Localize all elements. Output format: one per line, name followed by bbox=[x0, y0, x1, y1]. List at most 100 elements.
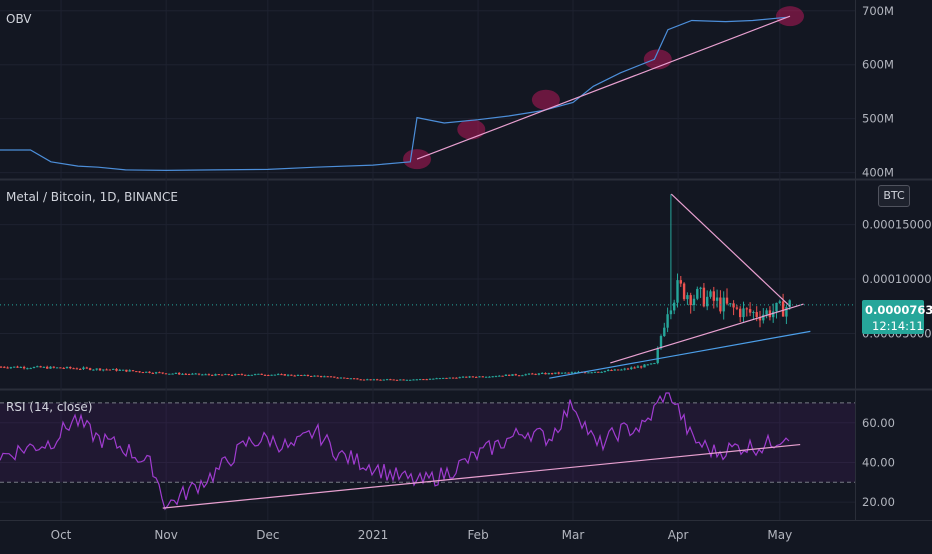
candle-body bbox=[356, 378, 359, 380]
candle-body bbox=[154, 372, 158, 374]
price-candle bbox=[554, 372, 557, 375]
candle-body bbox=[613, 369, 616, 371]
candle-body bbox=[267, 375, 270, 377]
candle-body bbox=[125, 369, 128, 372]
price-candle bbox=[517, 375, 521, 377]
price-candle bbox=[72, 367, 75, 370]
candle-body bbox=[511, 374, 514, 376]
candle-body bbox=[102, 369, 105, 371]
price-candle bbox=[187, 373, 191, 376]
price-candle bbox=[211, 374, 214, 376]
price-candle bbox=[138, 371, 141, 373]
candle-body bbox=[82, 367, 85, 370]
price-candle bbox=[620, 368, 623, 371]
candle-body bbox=[600, 371, 603, 373]
price-candle bbox=[498, 375, 501, 377]
candle-body bbox=[725, 297, 729, 304]
price-candle bbox=[359, 379, 362, 381]
price-candle bbox=[646, 364, 649, 366]
x-tick-label: Nov bbox=[154, 528, 177, 542]
price-candle bbox=[666, 307, 669, 333]
candle-body bbox=[666, 314, 669, 328]
candle-body bbox=[6, 367, 9, 369]
price-candle bbox=[105, 368, 108, 371]
price-candle bbox=[329, 376, 333, 378]
candle-body bbox=[742, 308, 745, 318]
price-candle bbox=[46, 365, 49, 369]
candle-body bbox=[178, 372, 181, 375]
price-candle bbox=[29, 367, 32, 370]
candle-body bbox=[451, 377, 455, 379]
price-candle bbox=[428, 378, 432, 380]
candle-body bbox=[296, 374, 300, 376]
price-candle bbox=[6, 366, 9, 369]
candle-body bbox=[310, 376, 313, 378]
candle-body bbox=[689, 295, 692, 306]
price-candle bbox=[613, 368, 616, 371]
price-candle bbox=[293, 374, 296, 377]
y-tick-label: 500M bbox=[862, 112, 894, 126]
candle-body bbox=[214, 374, 217, 376]
candle-body bbox=[376, 379, 379, 381]
candle-body bbox=[138, 371, 141, 373]
price-candle bbox=[626, 367, 630, 370]
candle-body bbox=[240, 374, 244, 376]
candle-body bbox=[270, 374, 273, 376]
candle-body bbox=[537, 373, 541, 375]
candle-body bbox=[158, 372, 161, 374]
candle-body bbox=[745, 308, 748, 310]
candle-body bbox=[385, 379, 389, 381]
price-candle bbox=[181, 373, 184, 375]
candle-body bbox=[174, 372, 178, 374]
candle-body bbox=[442, 377, 445, 379]
candle-body bbox=[514, 374, 517, 376]
price-candle bbox=[402, 379, 405, 381]
candle-body bbox=[108, 369, 112, 371]
price-candle bbox=[267, 374, 270, 377]
candle-body bbox=[673, 302, 676, 311]
candle-body bbox=[659, 336, 663, 349]
obv-trend-line bbox=[416, 15, 791, 160]
candle-body bbox=[475, 376, 478, 378]
y-tick-label: 0.00010000 bbox=[862, 272, 932, 286]
candle-body bbox=[250, 374, 253, 376]
price-candle bbox=[178, 372, 181, 375]
candle-body bbox=[669, 310, 673, 315]
candle-body bbox=[290, 374, 293, 376]
currency-badge[interactable]: BTC bbox=[878, 185, 910, 207]
candle-body bbox=[428, 378, 432, 380]
price-candle bbox=[343, 377, 346, 379]
price-candle bbox=[310, 375, 313, 378]
candle-body bbox=[521, 375, 524, 377]
price-candle bbox=[250, 374, 253, 376]
candle-body bbox=[16, 366, 19, 368]
price-candle bbox=[270, 374, 273, 376]
candle-body bbox=[349, 378, 352, 380]
bar-countdown: 12:14:11 bbox=[872, 319, 924, 333]
price-candle bbox=[356, 378, 359, 380]
candle-body bbox=[445, 377, 448, 379]
price-candle bbox=[9, 366, 13, 369]
candle-body bbox=[389, 379, 392, 381]
price-candle bbox=[280, 373, 283, 376]
candle-body bbox=[112, 368, 115, 370]
price-candle bbox=[16, 365, 19, 368]
price-candle bbox=[607, 368, 610, 372]
candle-body bbox=[98, 368, 102, 371]
price-candle bbox=[336, 376, 339, 379]
price-candle bbox=[471, 376, 475, 378]
price-candle bbox=[217, 373, 220, 376]
price-candle bbox=[369, 379, 372, 381]
candle-body bbox=[649, 363, 653, 365]
price-candle bbox=[610, 369, 613, 372]
price-candle bbox=[702, 283, 706, 308]
price-candle bbox=[244, 374, 247, 376]
candle-body bbox=[709, 291, 712, 297]
candle-body bbox=[300, 374, 303, 376]
price-candle bbox=[145, 371, 148, 373]
candle-body bbox=[362, 379, 366, 381]
candle-body bbox=[534, 373, 537, 375]
price-candle bbox=[174, 372, 178, 374]
